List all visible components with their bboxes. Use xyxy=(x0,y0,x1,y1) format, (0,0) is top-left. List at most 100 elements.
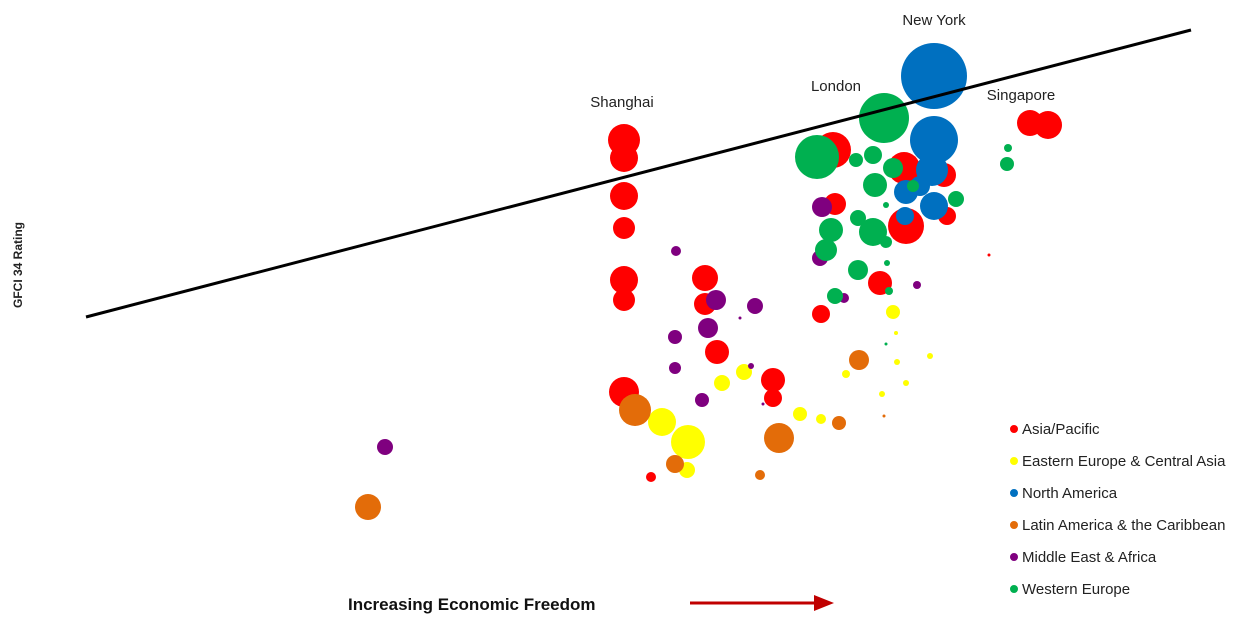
bubble-asia-pacific xyxy=(812,305,830,323)
legend-marker-latin-america xyxy=(1010,521,1018,529)
bubble-asia-pacific xyxy=(646,472,656,482)
bubble-eastern-europe xyxy=(671,425,705,459)
bubble-asia-pacific xyxy=(987,253,991,257)
bubble-middle-east-africa xyxy=(706,290,726,310)
bubble-western-europe xyxy=(884,260,890,266)
bubble-asia-pacific xyxy=(613,217,635,239)
legend-label-eastern-europe: Eastern Europe & Central Asia xyxy=(1022,453,1226,470)
bubble-latin-america xyxy=(619,394,651,426)
bubble-western-europe xyxy=(883,158,903,178)
bubble-asia-pacific xyxy=(610,144,638,172)
bubble-eastern-europe xyxy=(648,408,676,436)
bubble-middle-east-africa xyxy=(669,362,681,374)
bubble-western-europe xyxy=(848,260,868,280)
bubble-asia-pacific xyxy=(764,389,782,407)
bubble-western-europe xyxy=(849,153,863,167)
bubble-north-america xyxy=(896,207,914,225)
bubble-latin-america xyxy=(849,350,869,370)
legend-item-western-europe: Western Europe xyxy=(1010,581,1130,598)
legend-item-eastern-europe: Eastern Europe & Central Asia xyxy=(1010,453,1226,470)
bubble-western-europe xyxy=(1004,144,1012,152)
bubble-asia-pacific xyxy=(613,289,635,311)
bubble-middle-east-africa xyxy=(695,393,709,407)
bubble-latin-america xyxy=(755,470,765,480)
bubble-middle-east-africa xyxy=(748,363,754,369)
bubble-western-europe xyxy=(850,210,866,226)
y-axis-label: GFCI 34 Rating xyxy=(11,222,25,308)
bubble-western-europe xyxy=(885,287,893,295)
label-shanghai: Shanghai xyxy=(590,94,653,111)
bubble-middle-east-africa xyxy=(761,402,765,406)
bubble-latin-america xyxy=(832,416,846,430)
label-singapore: Singapore xyxy=(987,87,1055,104)
bubble-north-america xyxy=(920,192,948,220)
legend-item-north-america: North America xyxy=(1010,485,1118,502)
legend: Asia/Pacific Eastern Europe & Central As… xyxy=(1010,421,1226,598)
bubble-eastern-europe xyxy=(879,391,885,397)
bubble-western-europe xyxy=(863,173,887,197)
bubble-middle-east-africa xyxy=(668,330,682,344)
bubble-middle-east-africa xyxy=(738,316,742,320)
bubble-eastern-europe xyxy=(736,364,752,380)
bubble-western-europe xyxy=(884,342,888,346)
bubble-eastern-europe xyxy=(927,353,933,359)
bubble-western-europe xyxy=(859,218,887,246)
bubble-western-europe xyxy=(827,288,843,304)
bubble-eastern-europe xyxy=(894,331,898,335)
bubble-asia-pacific xyxy=(761,368,785,392)
bubble-western-europe xyxy=(1000,157,1014,171)
bubble-eastern-europe xyxy=(816,414,826,424)
legend-item-latin-america: Latin America & the Caribbean xyxy=(1010,517,1225,534)
bubble-western-europe xyxy=(948,191,964,207)
bubble-latin-america xyxy=(355,494,381,520)
bubble-western-europe xyxy=(907,180,919,192)
bubble-eastern-europe xyxy=(886,305,900,319)
legend-marker-north-america xyxy=(1010,489,1018,497)
bubble-western-europe xyxy=(880,236,892,248)
bubble-asia-pacific xyxy=(705,340,729,364)
legend-label-asia-pacific: Asia/Pacific xyxy=(1022,421,1100,438)
bubble-eastern-europe xyxy=(903,380,909,386)
bubble-eastern-europe xyxy=(793,407,807,421)
bubble-western-europe xyxy=(883,202,889,208)
bubble-western-europe xyxy=(795,135,839,179)
legend-marker-eastern-europe xyxy=(1010,457,1018,465)
legend-label-latin-america: Latin America & the Caribbean xyxy=(1022,517,1225,534)
bubble-western-europe xyxy=(815,239,837,261)
bubble-north-america xyxy=(901,43,967,109)
x-axis-arrow-head xyxy=(814,595,834,611)
legend-label-western-europe: Western Europe xyxy=(1022,581,1130,598)
bubbles-layer xyxy=(355,43,1062,520)
bubble-eastern-europe xyxy=(894,359,900,365)
bubble-latin-america xyxy=(666,455,684,473)
bubble-latin-america xyxy=(882,414,886,418)
legend-marker-middle-east-africa xyxy=(1010,553,1018,561)
legend-label-north-america: North America xyxy=(1022,485,1118,502)
bubble-middle-east-africa xyxy=(747,298,763,314)
trend-line xyxy=(85,28,1192,319)
bubble-north-america xyxy=(910,116,958,164)
label-london: London xyxy=(811,78,861,95)
bubble-middle-east-africa xyxy=(671,246,681,256)
bubble-middle-east-africa xyxy=(812,197,832,217)
legend-label-middle-east-africa: Middle East & Africa xyxy=(1022,549,1157,566)
bubble-asia-pacific xyxy=(610,266,638,294)
bubble-western-europe xyxy=(864,146,882,164)
bubble-eastern-europe xyxy=(714,375,730,391)
bubble-asia-pacific xyxy=(1034,111,1062,139)
legend-marker-western-europe xyxy=(1010,585,1018,593)
legend-marker-asia-pacific xyxy=(1010,425,1018,433)
bubble-asia-pacific xyxy=(692,265,718,291)
bubble-western-europe xyxy=(859,93,909,143)
bubble-middle-east-africa xyxy=(698,318,718,338)
label-new-york: New York xyxy=(902,12,966,29)
bubble-asia-pacific xyxy=(610,182,638,210)
bubble-eastern-europe xyxy=(842,370,850,378)
bubble-middle-east-africa xyxy=(913,281,921,289)
bubble-western-europe xyxy=(819,218,843,242)
bubble-latin-america xyxy=(764,423,794,453)
legend-item-asia-pacific: Asia/Pacific xyxy=(1010,421,1100,438)
legend-item-middle-east-africa: Middle East & Africa xyxy=(1010,549,1157,566)
